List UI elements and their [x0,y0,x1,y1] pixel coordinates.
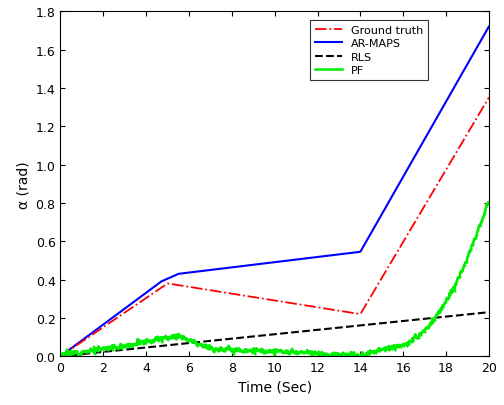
PF [57,352,64,356]
AR-MAPS [197,269,203,274]
PF [485,200,491,205]
PF [486,201,492,206]
Ground truth [327,307,333,312]
RLS [367,322,373,327]
RLS [327,326,333,331]
PF [252,352,258,356]
AR-MAPS [367,233,373,238]
RLS [227,337,233,341]
Ground truth [197,286,203,291]
RLS [197,340,203,345]
AR-MAPS [227,265,233,270]
Y-axis label: α (rad): α (rad) [16,160,30,208]
Legend: Ground truth, AR-MAPS, RLS, PF: Ground truth, AR-MAPS, RLS, PF [310,21,428,80]
AR-MAPS [57,354,64,359]
AR-MAPS [369,230,375,234]
AR-MAPS [109,316,115,321]
PF [310,351,317,356]
AR-MAPS [486,25,492,30]
Line: Ground truth: Ground truth [60,98,489,356]
Line: AR-MAPS: AR-MAPS [60,28,489,356]
PF [344,351,350,356]
Ground truth [486,96,492,101]
PF [59,354,66,359]
Line: PF: PF [58,200,491,358]
Ground truth [109,319,115,324]
RLS [369,322,375,327]
AR-MAPS [327,254,333,258]
Line: RLS: RLS [60,312,489,356]
RLS [109,349,115,354]
PF [134,342,140,347]
PF [381,347,387,352]
RLS [57,354,64,359]
Ground truth [367,296,373,301]
RLS [486,310,492,315]
Ground truth [57,354,64,359]
Ground truth [227,291,233,296]
PF [168,334,174,339]
Ground truth [369,292,375,297]
X-axis label: Time (Sec): Time (Sec) [237,380,312,394]
